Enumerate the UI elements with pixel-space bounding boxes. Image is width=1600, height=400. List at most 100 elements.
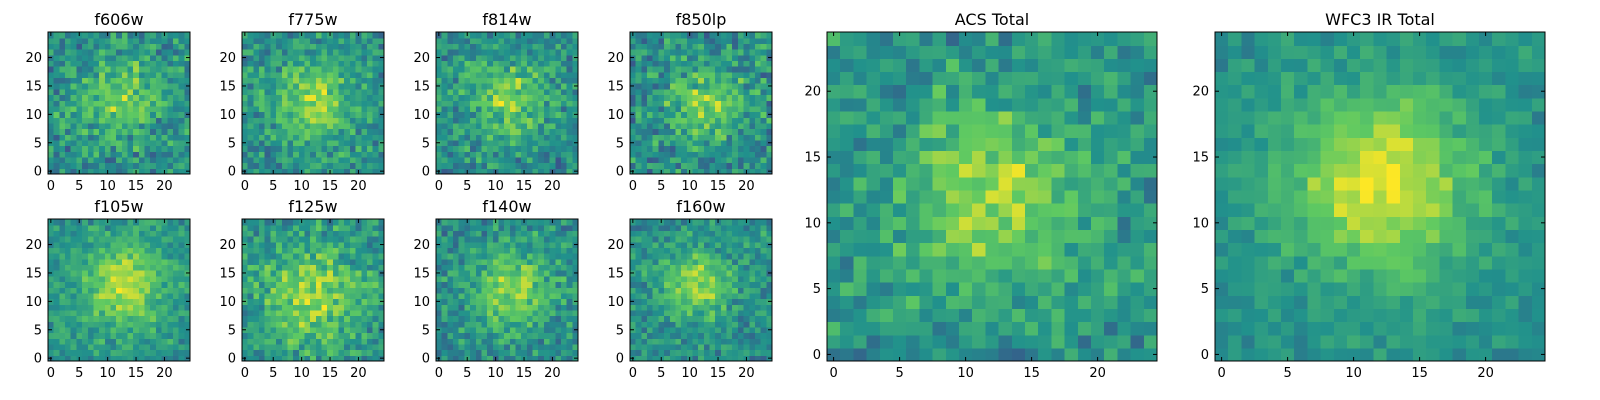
heatmap-cell xyxy=(487,162,494,169)
heatmap-cell xyxy=(110,309,117,317)
heatmap-cell xyxy=(754,326,762,334)
heatmap-cell xyxy=(549,71,556,79)
heatmap-cell xyxy=(726,60,733,67)
heatmap-cell xyxy=(304,88,311,96)
heatmap-cell xyxy=(87,230,95,237)
heatmap-cell xyxy=(692,343,699,351)
heatmap-cell xyxy=(720,162,728,169)
heatmap-cell xyxy=(458,156,465,164)
heatmap-cell xyxy=(298,60,306,67)
heatmap-cell xyxy=(492,83,500,90)
heatmap-cell xyxy=(104,224,112,231)
heatmap-cell xyxy=(453,304,460,311)
heatmap-cell xyxy=(686,139,694,147)
heatmap-cell xyxy=(572,37,579,44)
heatmap-cell xyxy=(150,349,157,356)
heatmap-cell xyxy=(509,117,517,124)
heatmap-cell xyxy=(247,321,254,328)
heatmap-cell xyxy=(59,128,66,135)
heatmap-cell xyxy=(155,145,163,152)
heatmap-cell xyxy=(110,247,117,254)
heatmap-cell xyxy=(287,321,294,328)
heatmap-cell xyxy=(703,60,711,67)
heatmap-cell xyxy=(264,88,271,96)
heatmap-cell xyxy=(133,60,140,67)
heatmap-cell xyxy=(475,355,483,362)
heatmap-cell xyxy=(172,275,180,283)
heatmap-cell xyxy=(332,162,340,169)
heatmap-cell xyxy=(332,32,340,39)
heatmap-cell xyxy=(555,264,562,271)
heatmap-cell xyxy=(304,156,311,164)
heatmap-cell xyxy=(737,60,745,67)
heatmap-cell xyxy=(754,111,762,118)
heatmap-cell xyxy=(104,134,112,141)
heatmap-cell xyxy=(532,219,539,226)
heatmap-cell xyxy=(737,71,745,79)
heatmap-cell xyxy=(281,105,289,113)
heatmap-cell xyxy=(566,32,573,39)
heatmap-cell xyxy=(709,83,716,90)
heatmap-cell xyxy=(287,83,294,90)
heatmap-cell xyxy=(321,241,328,248)
heatmap-cell xyxy=(178,292,185,300)
heatmap-cell xyxy=(658,94,665,101)
heatmap-cell xyxy=(464,281,471,288)
heatmap-cell xyxy=(372,326,379,334)
heatmap-cell xyxy=(441,66,448,73)
heatmap-cell xyxy=(65,275,72,283)
heatmap-cell xyxy=(65,66,72,73)
heatmap-cell xyxy=(475,241,483,248)
heatmap-cell xyxy=(538,230,545,237)
heatmap-cell xyxy=(692,88,699,96)
heatmap-cell xyxy=(453,338,460,345)
heatmap-cell xyxy=(70,332,77,339)
heatmap-cell xyxy=(458,32,465,39)
heatmap-cell xyxy=(82,32,89,39)
heatmap-cell xyxy=(304,32,311,39)
heatmap-cell xyxy=(310,117,317,124)
heatmap-cell xyxy=(526,49,534,56)
heatmap-cell xyxy=(504,275,511,283)
heatmap-cell xyxy=(366,321,374,328)
heatmap-cell xyxy=(669,281,677,288)
heatmap-cell xyxy=(549,326,556,334)
heatmap-cell xyxy=(543,326,551,334)
heatmap-cell xyxy=(504,60,511,67)
heatmap-cell xyxy=(138,139,146,147)
heatmap-cell xyxy=(754,117,762,124)
heatmap-cell xyxy=(436,49,443,56)
heatmap-cell xyxy=(675,105,682,113)
heatmap-cell xyxy=(344,128,351,135)
heatmap-cell xyxy=(104,241,112,248)
heatmap-cell xyxy=(161,77,168,84)
heatmap-cell xyxy=(572,60,579,67)
heatmap-cell xyxy=(287,151,294,158)
heatmap-cell xyxy=(692,287,699,294)
heatmap-cell xyxy=(293,66,300,73)
heatmap-cell xyxy=(715,343,722,351)
heatmap-cell xyxy=(737,321,745,328)
heatmap-cell xyxy=(281,54,289,61)
heatmap-cell xyxy=(664,71,671,79)
heatmap-cell xyxy=(543,151,551,158)
heatmap-cell xyxy=(355,94,362,101)
heatmap-cell xyxy=(453,151,460,158)
heatmap-cell xyxy=(270,83,277,90)
heatmap-cell xyxy=(760,122,767,130)
heatmap-cell xyxy=(253,287,260,294)
heatmap-cell xyxy=(532,321,539,328)
heatmap-cell xyxy=(372,122,379,130)
heatmap-cell xyxy=(344,168,351,175)
heatmap-cell xyxy=(144,117,151,124)
heatmap-cell xyxy=(366,298,374,305)
heatmap-cell xyxy=(344,94,351,101)
heatmap-cell xyxy=(447,37,454,44)
heatmap-cell xyxy=(59,253,66,260)
heatmap-cell xyxy=(669,151,677,158)
heatmap-cell xyxy=(315,230,323,237)
heatmap-cell xyxy=(110,151,117,158)
heatmap-cell xyxy=(441,111,448,118)
heatmap-cell xyxy=(167,100,174,107)
heatmap-cell xyxy=(287,122,294,130)
